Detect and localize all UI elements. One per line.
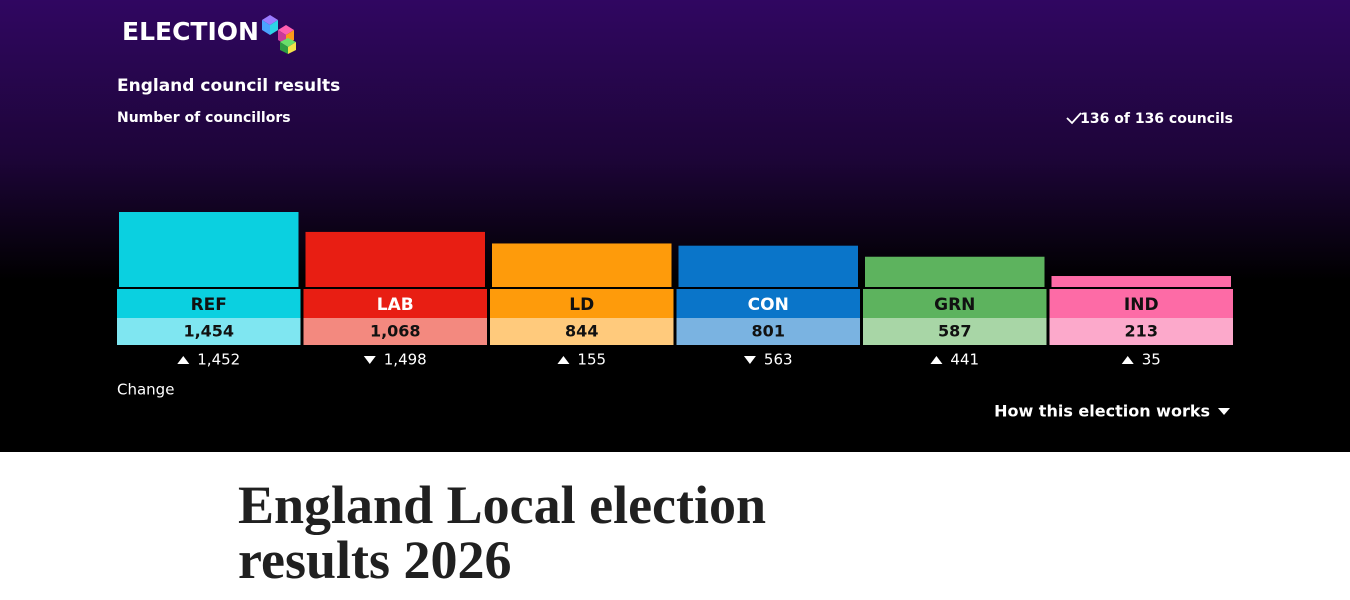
change-up-icon bbox=[177, 356, 190, 364]
party-label: IND bbox=[1124, 295, 1159, 315]
how-it-works-link[interactable]: How this election works bbox=[994, 402, 1210, 421]
results-banner: ELECTION England council results Number … bbox=[0, 0, 1350, 452]
change-value: 35 bbox=[1142, 351, 1161, 369]
change-label: Change bbox=[117, 381, 174, 399]
value-label: 1,068 bbox=[370, 322, 421, 341]
value-bg bbox=[863, 318, 1047, 345]
value-bg bbox=[676, 318, 860, 345]
logo-text[interactable]: ELECTION bbox=[122, 17, 259, 46]
party-label-bg bbox=[863, 289, 1047, 318]
dropdown-icon[interactable] bbox=[1218, 408, 1230, 415]
value-label: 213 bbox=[1125, 322, 1158, 341]
party-label-bg bbox=[303, 289, 487, 318]
party-label-bg bbox=[117, 289, 301, 318]
change-up-icon bbox=[1121, 356, 1134, 364]
party-label: LAB bbox=[377, 295, 414, 315]
party-label-bg bbox=[490, 289, 674, 318]
page-title: England Local election results 2026 bbox=[238, 475, 767, 590]
value-bg bbox=[303, 318, 487, 345]
change-down-icon bbox=[363, 356, 376, 364]
bar bbox=[119, 212, 299, 287]
check-icon bbox=[1066, 112, 1082, 125]
bar bbox=[678, 245, 858, 287]
change-up-icon bbox=[557, 356, 570, 364]
party-label-bg bbox=[676, 289, 860, 318]
change-value: 563 bbox=[764, 351, 793, 369]
value-label: 587 bbox=[938, 322, 971, 341]
change-value: 1,452 bbox=[197, 351, 240, 369]
bar bbox=[1051, 276, 1231, 287]
value-label: 844 bbox=[565, 322, 598, 341]
bar bbox=[305, 231, 485, 287]
change-value: 441 bbox=[950, 351, 979, 369]
change-value: 155 bbox=[577, 351, 606, 369]
change-up-icon bbox=[930, 356, 943, 364]
change-value: 1,498 bbox=[384, 351, 427, 369]
bar bbox=[492, 243, 672, 287]
party-label: GRN bbox=[934, 295, 975, 315]
value-bg bbox=[490, 318, 674, 345]
results-title: England council results bbox=[117, 76, 340, 96]
value-bg bbox=[117, 318, 301, 345]
results-subtitle: Number of councillors bbox=[117, 110, 291, 126]
count-status: 136 of 136 councils bbox=[1080, 111, 1233, 127]
value-label: 1,454 bbox=[183, 322, 234, 341]
party-label: CON bbox=[748, 295, 789, 315]
change-down-icon bbox=[743, 356, 756, 364]
value-bg bbox=[1049, 318, 1233, 345]
party-label-bg bbox=[1049, 289, 1233, 318]
bar bbox=[865, 256, 1045, 287]
party-label: REF bbox=[191, 295, 227, 315]
value-label: 801 bbox=[752, 322, 785, 341]
logo-cube bbox=[262, 15, 296, 54]
party-label: LD bbox=[569, 295, 594, 315]
